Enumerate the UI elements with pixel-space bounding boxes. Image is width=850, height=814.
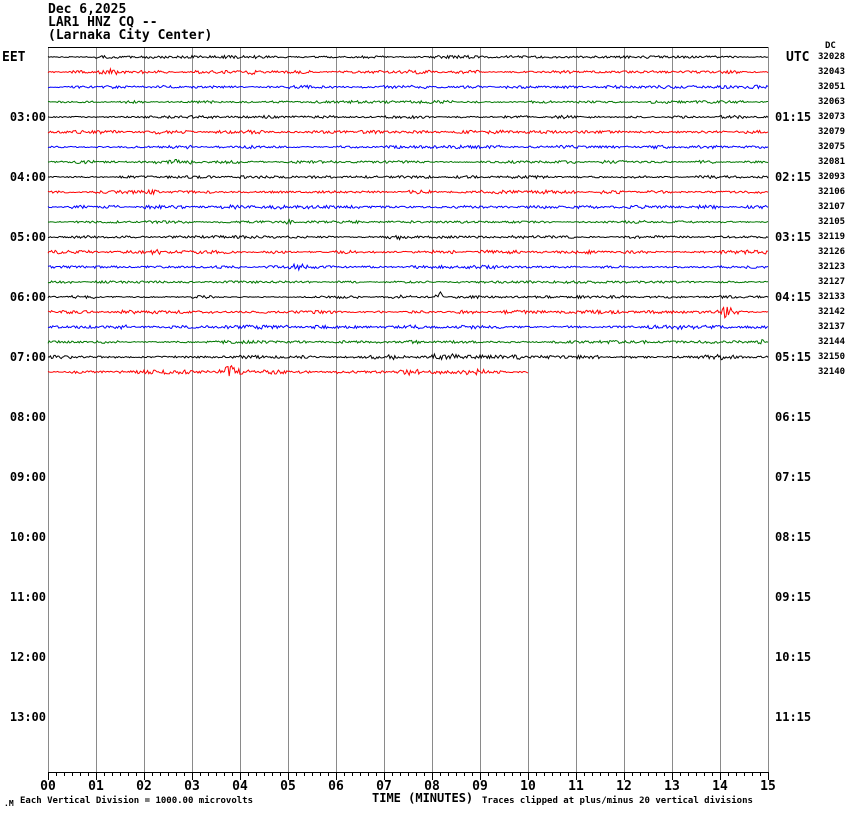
header-station-id: LAR1 HNZ CQ --: [48, 15, 158, 30]
right-time-label: 07:15: [775, 470, 812, 484]
dc-offset-value: 32150: [818, 352, 846, 362]
left-time-label: 11:00: [9, 590, 46, 604]
seismic-trace-black: [47, 54, 769, 60]
seismic-trace-red: [47, 364, 529, 377]
x-axis-title: TIME (MINUTES): [372, 791, 474, 805]
right-time-label: 09:15: [775, 590, 812, 604]
footer-corner-mark: .M: [4, 799, 14, 808]
x-axis-tick-label: 10: [520, 779, 536, 794]
seismic-trace-red: [47, 129, 769, 135]
seismic-trace-red: [47, 306, 769, 319]
seismic-trace-green: [47, 159, 769, 165]
dc-offset-value: 32093: [818, 172, 846, 182]
x-axis-tick-label: 03: [184, 779, 200, 794]
seismic-trace-black: [47, 114, 769, 120]
x-axis-tick-label: 02: [136, 779, 152, 794]
right-time-label: 02:15: [775, 170, 812, 184]
seismic-trace-green: [47, 218, 769, 226]
seismic-trace-red: [47, 248, 769, 256]
dc-offset-value: 32063: [818, 97, 846, 107]
x-axis-tick-label: 11: [568, 779, 584, 794]
dc-column-header: DC: [825, 41, 836, 51]
right-time-label: 06:15: [775, 410, 812, 424]
seismic-trace-black: [47, 234, 769, 241]
right-time-label: 04:15: [775, 290, 812, 304]
dc-offset-value: 32142: [818, 307, 846, 317]
dc-offset-value: 32043: [818, 67, 846, 77]
seismic-trace-black: [47, 174, 769, 180]
x-axis-tick-label: 12: [616, 779, 632, 794]
seismic-trace-red: [47, 66, 769, 76]
seismic-trace-blue: [47, 324, 769, 331]
dc-offset-value: 32079: [818, 127, 846, 137]
footer-clip-note: Traces clipped at plus/minus 20 vertical…: [482, 796, 753, 806]
x-axis-tick-label: 05: [280, 779, 296, 794]
left-time-label: 13:00: [9, 710, 46, 724]
header-station-location: (Larnaka City Center): [48, 28, 213, 43]
x-axis-tick-label: 08: [424, 779, 440, 794]
x-axis-tick-label: 15: [760, 779, 776, 794]
left-time-label: 06:00: [9, 290, 46, 304]
seismic-trace-black: [47, 352, 769, 361]
left-time-label: 10:00: [9, 530, 46, 544]
left-axis-timezone-label: EET: [2, 50, 26, 65]
dc-offset-value: 32133: [818, 292, 846, 302]
dc-offset-value: 32140: [818, 367, 846, 377]
dc-offset-value: 32144: [818, 337, 846, 347]
x-axis-tick-label: 09: [472, 779, 488, 794]
seismic-trace-blue: [47, 262, 769, 272]
header-date: Dec 6,2025: [48, 2, 127, 17]
footer-scale-note: Each Vertical Division = 1000.00 microvo…: [20, 796, 253, 806]
right-axis-timezone-label: UTC: [786, 50, 810, 65]
seismic-trace-green: [47, 279, 769, 285]
dc-offset-value: 32137: [818, 322, 846, 332]
left-time-label: 05:00: [9, 230, 46, 244]
dc-offset-value: 32073: [818, 112, 846, 122]
right-time-label: 10:15: [775, 650, 812, 664]
left-time-label: 09:00: [9, 470, 46, 484]
x-axis-tick-label: 06: [328, 779, 344, 794]
dc-offset-value: 32051: [818, 82, 846, 92]
dc-offset-value: 32123: [818, 262, 846, 272]
seismic-trace-green: [47, 99, 768, 105]
seismic-trace-blue: [47, 144, 769, 150]
seismic-trace-blue: [47, 84, 769, 90]
dc-offset-value: 32126: [818, 247, 846, 257]
x-axis-tick-label: 00: [40, 779, 56, 794]
dc-offset-value: 32081: [818, 157, 846, 167]
dc-offset-value: 32119: [818, 232, 846, 242]
left-time-label: 04:00: [9, 170, 46, 184]
dc-offset-value: 32028: [818, 52, 846, 62]
left-time-label: 03:00: [9, 110, 46, 124]
right-time-label: 03:15: [775, 230, 812, 244]
dc-offset-value: 32105: [818, 217, 846, 227]
x-axis-tick-label: 07: [376, 779, 392, 794]
right-time-label: 01:15: [775, 110, 812, 124]
dc-offset-value: 32106: [818, 187, 846, 197]
dc-offset-value: 32127: [818, 277, 846, 287]
left-time-label: 12:00: [9, 650, 46, 664]
right-time-label: 05:15: [775, 350, 812, 364]
seismic-trace-blue: [47, 203, 769, 211]
seismic-trace-green: [47, 338, 769, 345]
right-time-label: 08:15: [775, 530, 812, 544]
x-axis-tick-label: 14: [712, 779, 728, 794]
dc-offset-value: 32075: [818, 142, 846, 152]
seismic-trace-red: [47, 188, 769, 196]
x-axis-tick-label: 13: [664, 779, 680, 794]
seismic-trace-black: [47, 290, 769, 300]
x-axis-tick-label: 01: [88, 779, 104, 794]
right-time-label: 11:15: [775, 710, 812, 724]
x-axis-tick-label: 04: [232, 779, 248, 794]
left-time-label: 08:00: [9, 410, 46, 424]
dc-offset-value: 32107: [818, 202, 846, 212]
left-time-label: 07:00: [9, 350, 46, 364]
